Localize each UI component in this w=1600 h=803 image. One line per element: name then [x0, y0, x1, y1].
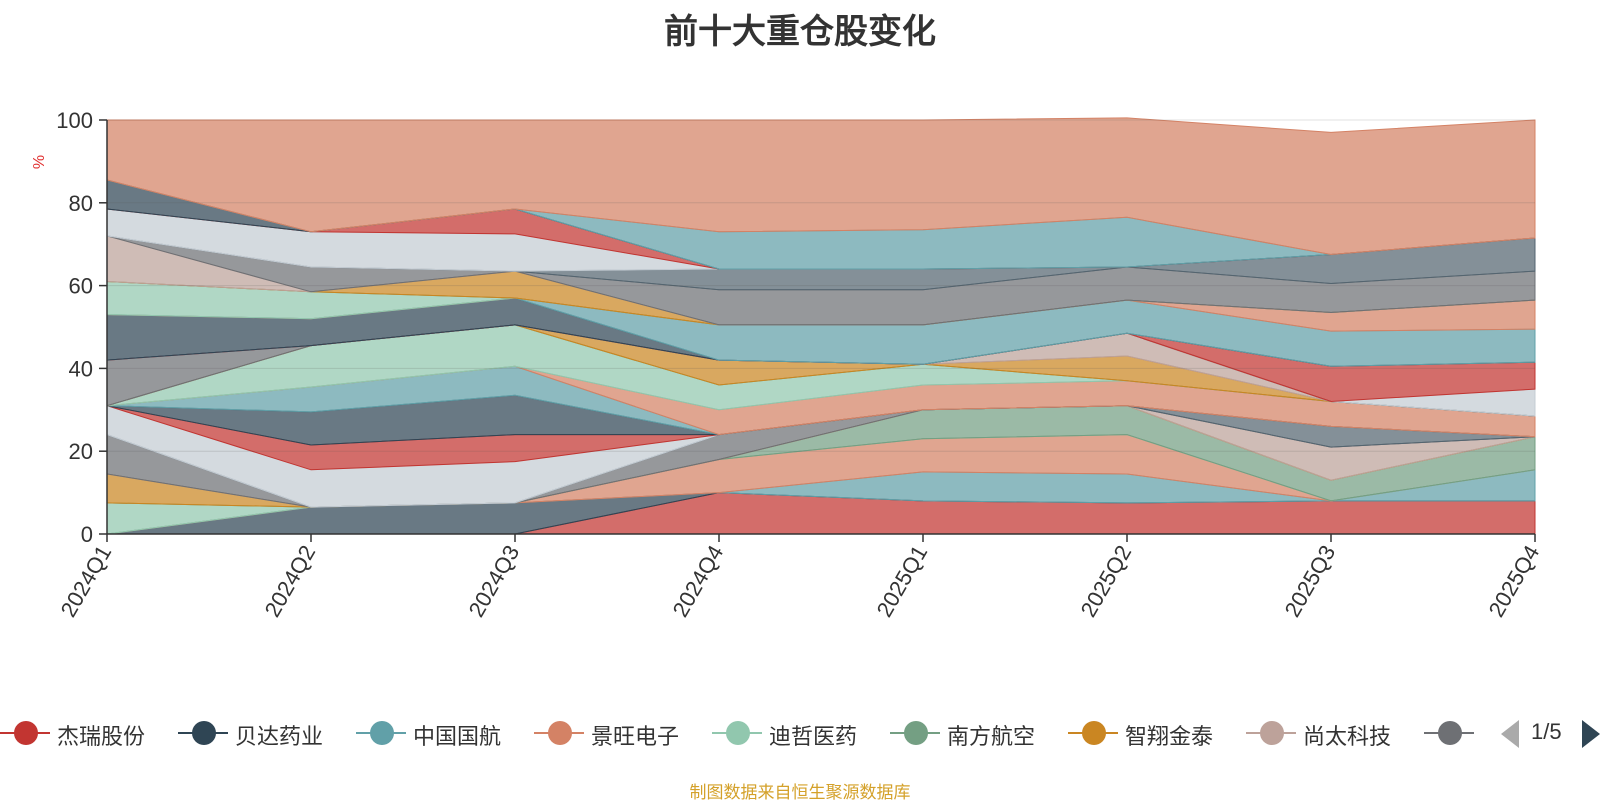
- legend-pager: 1/5: [1497, 716, 1600, 750]
- legend-label: 尚太科技: [1303, 724, 1392, 749]
- area-series-group: [106, 117, 1536, 535]
- legend-circle-icon: [904, 721, 928, 745]
- y-tick-label-100: 100: [56, 108, 93, 133]
- data-source-note: 制图数据来自恒生聚源数据库: [689, 783, 911, 802]
- x-tick-label-2024Q2: 2024Q2: [260, 541, 321, 621]
- legend-page-indicator: 1/5: [1531, 719, 1562, 744]
- previous-page-icon[interactable]: [1501, 720, 1519, 748]
- legend-label: 贝达药业: [235, 724, 324, 749]
- legend-circle-icon: [192, 721, 216, 745]
- y-tick-label-80: 80: [69, 191, 93, 216]
- x-tick-label-2024Q3: 2024Q3: [464, 541, 525, 621]
- chart-title: 前十大重仓股变化: [664, 13, 936, 51]
- legend-label: 中国国航: [413, 724, 502, 749]
- legend-circle-icon: [1082, 721, 1106, 745]
- legend-circle-icon: [1438, 721, 1462, 745]
- y-tick-label-60: 60: [69, 274, 93, 299]
- legend: 杰瑞股份贝达药业中国国航景旺电子迪哲医药南方航空智翔金泰尚太科技浙商银行: [0, 716, 1476, 750]
- x-tick-label-2024Q4: 2024Q4: [668, 541, 729, 621]
- x-tick-label-2024Q1: 2024Q1: [56, 541, 117, 621]
- y-tick-label-40: 40: [69, 356, 93, 381]
- legend-circle-icon: [548, 721, 572, 745]
- legend-label: 南方航空: [947, 724, 1036, 749]
- y-axis-label: %: [31, 155, 48, 169]
- axes: %: [31, 120, 1535, 535]
- y-tick-label-0: 0: [81, 522, 93, 547]
- legend-circle-icon: [726, 721, 750, 745]
- gridlines: [107, 119, 1535, 452]
- legend-label: 迪哲医药: [769, 724, 858, 749]
- legend-label: 杰瑞股份: [57, 724, 146, 749]
- x-tick-label-2025Q2: 2025Q2: [1076, 541, 1137, 621]
- x-tick-label-2025Q1: 2025Q1: [872, 541, 933, 621]
- x-tick-label-2025Q3: 2025Q3: [1280, 541, 1341, 621]
- y-tick-labels: 0 20 40 60 80 100: [56, 108, 107, 547]
- legend-label: 智翔金泰: [1125, 724, 1214, 749]
- y-tick-label-20: 20: [69, 439, 93, 464]
- x-tick-label-2025Q4: 2025Q4: [1484, 541, 1545, 621]
- legend-label: 景旺电子: [591, 724, 680, 749]
- legend-circle-icon: [1260, 721, 1284, 745]
- next-page-icon[interactable]: [1582, 720, 1600, 748]
- legend-circle-icon: [14, 721, 38, 745]
- legend-circle-icon: [370, 721, 394, 745]
- x-tick-labels: 2024Q1 2024Q2 2024Q3 2024Q4 2025Q1 2025Q2 2025…: [56, 534, 1545, 621]
- area-series-36: [106, 117, 1536, 256]
